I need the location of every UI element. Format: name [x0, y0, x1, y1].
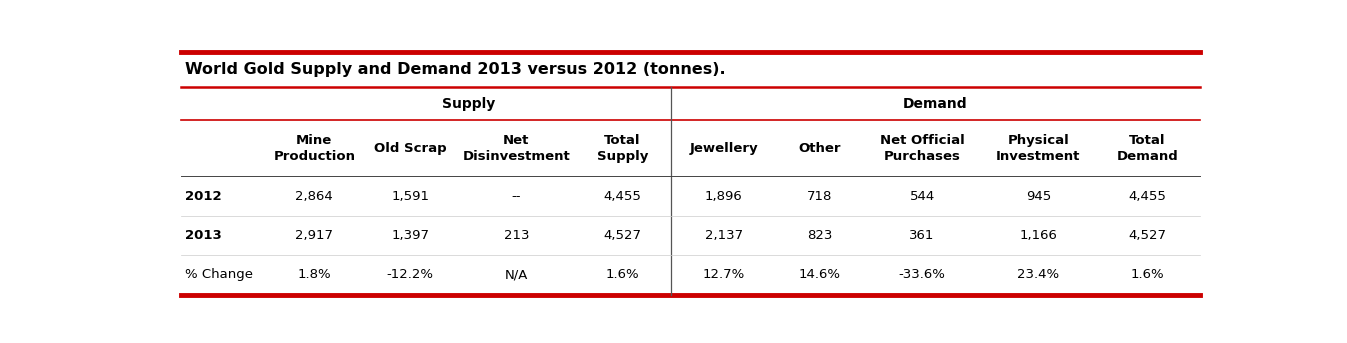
Text: 1.6%: 1.6%: [606, 269, 640, 282]
Text: 1,896: 1,896: [704, 190, 742, 203]
Text: 213: 213: [504, 229, 529, 242]
Text: 14.6%: 14.6%: [799, 269, 841, 282]
Text: Total
Demand: Total Demand: [1117, 134, 1179, 163]
Text: 2012: 2012: [185, 190, 222, 203]
Text: Net
Disinvestment: Net Disinvestment: [462, 134, 570, 163]
Text: 2,137: 2,137: [704, 229, 742, 242]
Text: 4,527: 4,527: [1129, 229, 1167, 242]
Text: % Change: % Change: [185, 269, 253, 282]
Text: 823: 823: [807, 229, 832, 242]
Text: Mine
Production: Mine Production: [273, 134, 356, 163]
Text: 2,917: 2,917: [295, 229, 333, 242]
Text: 4,455: 4,455: [1129, 190, 1167, 203]
Text: Net Official
Purchases: Net Official Purchases: [880, 134, 964, 163]
Text: 4,527: 4,527: [603, 229, 641, 242]
Text: Supply: Supply: [442, 97, 496, 111]
Text: Old Scrap: Old Scrap: [373, 142, 446, 155]
Text: 361: 361: [909, 229, 935, 242]
Text: 4,455: 4,455: [603, 190, 641, 203]
Text: Total
Supply: Total Supply: [597, 134, 648, 163]
Text: 2013: 2013: [185, 229, 222, 242]
Text: --: --: [512, 190, 521, 203]
Text: Physical
Investment: Physical Investment: [997, 134, 1080, 163]
Text: World Gold Supply and Demand 2013 versus 2012 (tonnes).: World Gold Supply and Demand 2013 versus…: [185, 62, 726, 77]
Text: 1,591: 1,591: [391, 190, 430, 203]
Text: 1,397: 1,397: [391, 229, 430, 242]
Text: -12.2%: -12.2%: [387, 269, 434, 282]
Text: 544: 544: [909, 190, 935, 203]
Text: 945: 945: [1025, 190, 1051, 203]
Text: Jewellery: Jewellery: [690, 142, 758, 155]
Text: 1.6%: 1.6%: [1130, 269, 1164, 282]
Text: 1.8%: 1.8%: [298, 269, 331, 282]
Text: 12.7%: 12.7%: [703, 269, 745, 282]
Text: 1,166: 1,166: [1020, 229, 1057, 242]
Text: Demand: Demand: [902, 97, 967, 111]
Text: -33.6%: -33.6%: [898, 269, 946, 282]
Text: Other: Other: [799, 142, 841, 155]
Text: 23.4%: 23.4%: [1017, 269, 1059, 282]
Text: 718: 718: [807, 190, 832, 203]
Text: N/A: N/A: [505, 269, 528, 282]
Text: 2,864: 2,864: [295, 190, 333, 203]
